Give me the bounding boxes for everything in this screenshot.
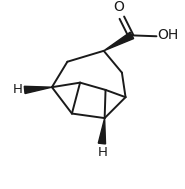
Text: H: H — [13, 83, 22, 96]
Text: O: O — [113, 0, 124, 15]
Polygon shape — [104, 32, 134, 51]
Polygon shape — [24, 86, 52, 94]
Polygon shape — [98, 118, 105, 144]
Text: H: H — [98, 146, 108, 159]
Text: OH: OH — [157, 28, 179, 42]
